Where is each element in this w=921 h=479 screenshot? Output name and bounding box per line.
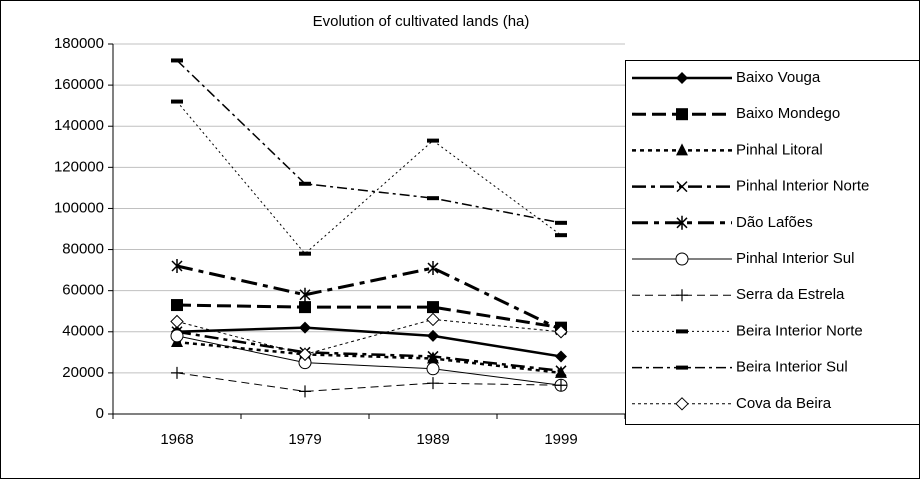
point-marker xyxy=(427,350,439,362)
legend-label: Cova da Beira xyxy=(736,395,832,412)
point-marker xyxy=(170,329,184,343)
legend-marker xyxy=(676,289,688,302)
point-marker xyxy=(299,385,311,398)
chart-title: Evolution of cultivated lands (ha) xyxy=(313,13,530,30)
point-marker xyxy=(299,301,311,314)
x-tick-label: 1989 xyxy=(416,431,449,448)
point-marker xyxy=(426,312,440,327)
legend-box xyxy=(625,60,920,425)
series-line xyxy=(176,264,562,332)
point-marker xyxy=(427,377,439,390)
x-tick-label: 1968 xyxy=(160,431,193,448)
y-tick-label: 80000 xyxy=(62,241,104,258)
legend-marker xyxy=(676,365,688,370)
series-line xyxy=(176,335,562,386)
series-line xyxy=(176,59,562,224)
legend-marker xyxy=(676,215,688,230)
series-line xyxy=(176,330,562,373)
point-marker xyxy=(555,365,567,377)
series-line xyxy=(176,340,562,375)
legend-marker xyxy=(676,72,688,84)
x-tick-label: 1979 xyxy=(288,431,321,448)
point-marker xyxy=(299,287,311,302)
y-tick-label: 100000 xyxy=(54,199,104,216)
point-marker xyxy=(427,301,439,314)
point-marker xyxy=(555,220,567,225)
legend-marker xyxy=(676,143,688,156)
legend-label: Baixo Vouga xyxy=(736,69,821,86)
point-marker xyxy=(555,379,567,392)
legend-label: Pinhal Litoral xyxy=(736,141,823,158)
legend-label: Pinhal Interior Sul xyxy=(736,250,854,267)
y-tick-label: 120000 xyxy=(54,158,104,175)
legend-marker xyxy=(675,397,689,411)
y-tick-label: 0 xyxy=(96,405,104,422)
point-marker xyxy=(427,261,439,276)
y-tick-label: 160000 xyxy=(54,76,104,93)
legend-label: Pinhal Interior Norte xyxy=(736,178,869,195)
y-tick-label: 180000 xyxy=(54,35,104,52)
point-marker xyxy=(555,233,567,238)
point-marker xyxy=(170,314,184,329)
point-marker xyxy=(299,251,311,256)
x-tick-label: 1999 xyxy=(544,431,577,448)
legend-marker xyxy=(676,108,688,121)
series-line xyxy=(176,318,562,355)
series-line xyxy=(176,326,562,358)
point-marker xyxy=(299,321,311,334)
point-marker xyxy=(298,347,312,362)
point-marker xyxy=(427,196,439,201)
point-marker xyxy=(554,325,568,339)
y-tick-label: 60000 xyxy=(62,282,104,299)
legend-label: Dão Lafões xyxy=(736,214,813,231)
y-tick-label: 20000 xyxy=(62,364,104,381)
legend-label: Beira Interior Sul xyxy=(736,359,848,376)
point-marker xyxy=(171,259,183,273)
point-marker xyxy=(299,181,311,186)
point-marker xyxy=(171,99,183,104)
point-marker xyxy=(427,138,439,143)
y-tick-label: 40000 xyxy=(62,323,104,340)
y-tick-label: 140000 xyxy=(54,117,104,134)
legend-marker xyxy=(676,181,688,193)
point-marker xyxy=(427,329,439,342)
legend-marker xyxy=(675,252,689,266)
point-marker xyxy=(426,362,440,376)
series-line xyxy=(176,303,562,330)
legend-label: Serra da Estrela xyxy=(736,286,845,303)
legend-label: Beira Interior Norte xyxy=(736,322,863,339)
point-marker xyxy=(171,299,183,312)
point-marker xyxy=(171,366,183,379)
point-marker xyxy=(171,58,183,63)
legend-marker xyxy=(676,329,688,334)
point-marker xyxy=(555,350,567,363)
legend-label: Baixo Mondego xyxy=(736,105,840,122)
